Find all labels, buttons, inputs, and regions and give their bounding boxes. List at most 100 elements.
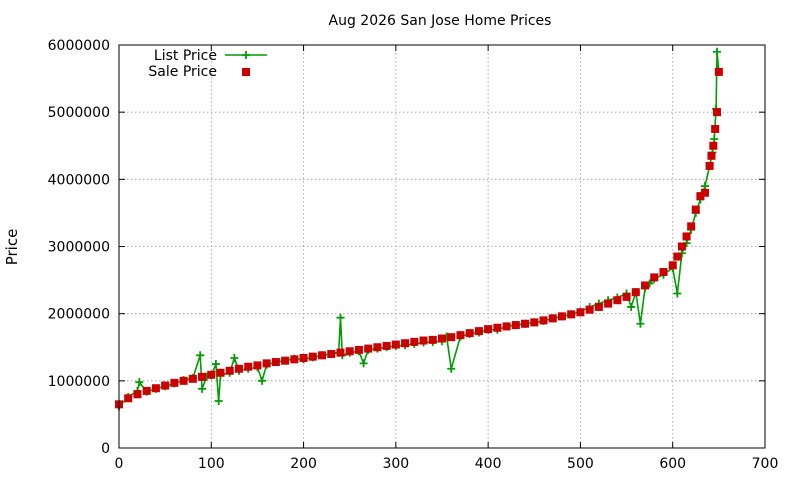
sale-price-point: [207, 370, 216, 379]
sale-price-point: [691, 205, 700, 214]
list-price-point: [636, 319, 645, 328]
sale-price-point: [696, 192, 705, 201]
sale-price-point: [701, 188, 710, 197]
y-tick-label: 5000000: [48, 105, 110, 121]
x-tick-label: 500: [567, 456, 594, 472]
axis-ticks: 0 100 200 300 400 500 600 700 0 1000000 2000000 300…: [48, 38, 779, 472]
sale-price-point: [456, 331, 465, 340]
sale-price-point: [711, 124, 720, 133]
legend-label-list-price: List Price: [154, 48, 217, 64]
sale-price-point: [659, 268, 668, 277]
sale-price-point: [714, 67, 723, 76]
sale-price-point: [713, 108, 722, 117]
y-tick-label: 2000000: [48, 307, 110, 323]
sale-price-point: [707, 151, 716, 160]
sale-price-point: [567, 310, 576, 319]
sale-price-point: [673, 252, 682, 261]
sale-price-point: [161, 381, 170, 390]
sale-price-point: [262, 359, 271, 368]
sale-price-point: [179, 376, 188, 385]
y-tick-label: 6000000: [48, 38, 110, 54]
sale-price-point: [253, 361, 262, 370]
sale-price-point: [668, 261, 677, 270]
x-tick-label: 200: [290, 456, 317, 472]
sale-price-point: [345, 347, 354, 356]
sale-price-point: [373, 343, 382, 352]
chart-title: Aug 2026 San Jose Home Prices: [329, 13, 552, 29]
legend-label-sale-price: Sale Price: [148, 64, 217, 80]
sale-price-point: [244, 362, 253, 371]
sale-price-point: [290, 355, 299, 364]
sale-price-point: [594, 302, 603, 311]
sale-price-point: [585, 305, 594, 314]
y-tick-label: 3000000: [48, 240, 110, 256]
sale-price-point: [709, 141, 718, 150]
sale-price-point: [318, 351, 327, 360]
sale-price-point: [465, 329, 474, 338]
list-price-point: [673, 289, 682, 298]
sale-price-point: [557, 312, 566, 321]
list-price-point: [198, 384, 207, 393]
sale-price-point: [631, 288, 640, 297]
sale-price-point: [687, 222, 696, 231]
x-tick-label: 700: [752, 456, 779, 472]
sale-price-point: [493, 323, 502, 332]
sale-price-point: [428, 335, 437, 344]
sale-price-point: [604, 299, 613, 308]
legend-marker-sale-price: [242, 68, 250, 76]
sale-price-point: [151, 384, 160, 393]
sale-price-point: [281, 356, 290, 365]
list-price-point: [710, 135, 719, 144]
sale-price-point: [391, 340, 400, 349]
list-price-point: [336, 313, 345, 322]
sale-price-point: [382, 341, 391, 350]
plot-area: [115, 47, 723, 411]
sale-price-point: [308, 352, 317, 361]
sale-price-point: [234, 364, 243, 373]
sale-price-point: [677, 242, 686, 251]
x-tick-label: 300: [382, 456, 409, 472]
sale-price-point: [474, 327, 483, 336]
legend-marker-list-price: [242, 51, 250, 59]
sale-price-point: [299, 353, 308, 362]
y-tick-label: 0: [101, 441, 110, 457]
list-price-point: [627, 302, 636, 311]
sale-price-point: [641, 281, 650, 290]
sale-price-point: [170, 378, 179, 387]
sale-price-point: [327, 349, 336, 358]
list-price-point: [701, 182, 710, 191]
list-price-point: [713, 47, 722, 56]
sale-price-point: [124, 394, 133, 403]
sale-price-point: [188, 374, 197, 383]
sale-price-point: [419, 336, 428, 345]
sale-price-point: [682, 232, 691, 241]
sale-price-point: [354, 345, 363, 354]
sale-price-point: [271, 358, 280, 367]
legend: List Price Sale Price: [148, 48, 267, 80]
sale-price-point: [225, 366, 234, 375]
list-price-point: [196, 351, 205, 360]
sale-price-point: [622, 292, 631, 301]
sale-price-point: [410, 337, 419, 346]
sale-price-point: [133, 390, 142, 399]
sale-price-point: [401, 339, 410, 348]
sale-price-point: [364, 344, 373, 353]
x-tick-label: 400: [475, 456, 502, 472]
sale-price-point: [511, 321, 520, 330]
x-tick-label: 0: [115, 456, 124, 472]
list-price-point: [214, 396, 223, 405]
y-axis-label: Price: [3, 229, 21, 266]
sale-price-point: [539, 316, 548, 325]
list-price-point: [258, 376, 267, 385]
y-tick-label: 1000000: [48, 374, 110, 390]
sale-price-point: [521, 319, 530, 328]
sale-price-point: [447, 333, 456, 342]
sale-price-point: [216, 368, 225, 377]
plot-border: [118, 44, 766, 449]
sale-price-point: [336, 348, 345, 357]
list-price-point: [211, 360, 220, 369]
sale-price-point: [438, 334, 446, 343]
sale-price-point: [530, 318, 539, 327]
sale-price-point: [548, 314, 557, 323]
